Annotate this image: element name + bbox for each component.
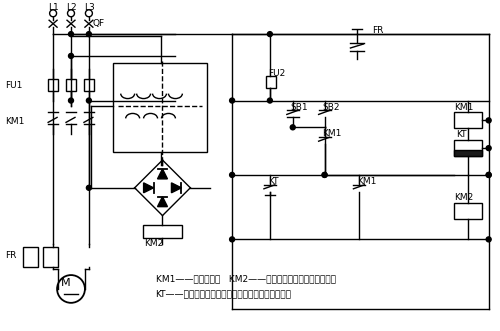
Circle shape [68,32,73,37]
Text: SB2: SB2 [322,103,340,112]
Text: KT: KT [456,130,466,139]
Text: KM2: KM2 [144,239,164,248]
Text: SB1: SB1 [291,103,308,112]
Polygon shape [172,183,181,193]
Text: M: M [61,278,71,288]
Bar [48,79,58,91]
Text: L3: L3 [84,3,94,12]
Text: L2: L2 [66,3,76,12]
Text: KT——断电延时时间继电器，控制切断直流电源时间: KT——断电延时时间继电器，控制切断直流电源时间 [156,289,292,298]
Circle shape [486,237,491,242]
Text: KM1: KM1 [6,118,25,126]
Text: KM1: KM1 [322,129,342,138]
Circle shape [68,98,73,103]
Circle shape [230,98,234,103]
Circle shape [86,98,92,103]
Text: KM1: KM1 [358,177,377,186]
Polygon shape [144,183,154,193]
Polygon shape [158,197,168,207]
Circle shape [268,98,272,103]
Text: L1: L1 [48,3,59,12]
Bar [66,79,76,91]
Bar [142,224,182,238]
Text: KM2: KM2 [454,193,473,202]
Circle shape [290,125,295,130]
Text: FR: FR [372,26,384,35]
Circle shape [322,172,327,177]
Circle shape [86,185,92,190]
Text: KM1: KM1 [454,103,473,112]
Text: QF: QF [93,19,105,28]
Text: FR: FR [6,251,16,260]
Circle shape [486,172,491,177]
Circle shape [486,146,491,151]
Circle shape [486,172,491,177]
Bar [24,247,38,267]
Polygon shape [158,169,168,179]
Bar [266,76,276,88]
Text: FU1: FU1 [6,81,22,90]
Circle shape [268,32,272,37]
Bar [43,247,58,267]
Circle shape [68,53,73,58]
Circle shape [230,237,234,242]
Circle shape [230,172,234,177]
Text: FU2: FU2 [268,69,285,78]
Circle shape [322,172,327,177]
Bar [454,203,481,218]
Bar [454,140,481,156]
Bar [454,150,481,156]
Circle shape [86,32,92,37]
Circle shape [486,118,491,123]
Bar [84,79,94,91]
Text: KM1——接通主电源   KM2——接通直流控制电源，制动制拤: KM1——接通主电源 KM2——接通直流控制电源，制动制拤 [156,274,336,283]
Bar [113,63,207,152]
Bar [454,113,481,128]
Text: KT: KT [268,177,278,186]
